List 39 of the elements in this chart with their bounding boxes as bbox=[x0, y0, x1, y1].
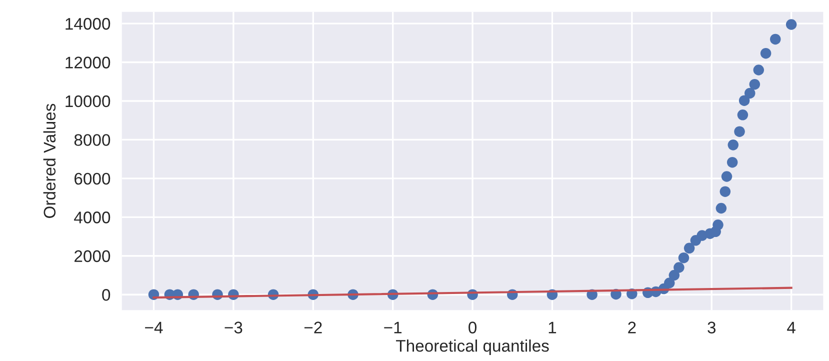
point bbox=[716, 202, 727, 214]
point bbox=[678, 252, 690, 264]
point bbox=[726, 156, 738, 168]
point bbox=[712, 220, 724, 230]
y-tick-label: 4000 bbox=[74, 212, 110, 224]
y-axis-title: Ordered Values bbox=[43, 104, 56, 218]
x-tick-label: 3 bbox=[708, 322, 716, 334]
x-tick-label: 1 bbox=[548, 322, 556, 334]
point bbox=[770, 34, 781, 45]
x-tick-label: 4 bbox=[787, 322, 796, 334]
y-tick-label: 2000 bbox=[74, 250, 110, 262]
x-tick-label: −1 bbox=[384, 322, 402, 334]
y-tick-label: 12000 bbox=[66, 56, 110, 68]
y-tick-label: 0 bbox=[102, 289, 110, 301]
point bbox=[674, 262, 684, 273]
point bbox=[760, 48, 772, 59]
point bbox=[753, 64, 764, 76]
point bbox=[728, 140, 739, 150]
point bbox=[749, 78, 760, 90]
point bbox=[734, 126, 745, 137]
point bbox=[786, 19, 797, 30]
x-tick-label: −3 bbox=[224, 322, 242, 334]
point bbox=[744, 88, 756, 99]
y-tick-label: 14000 bbox=[66, 18, 110, 30]
y-tick-label: 6000 bbox=[74, 172, 110, 185]
y-tick-label: 10000 bbox=[66, 95, 110, 108]
y-tick-label: 8000 bbox=[74, 134, 110, 146]
x-tick-label: 2 bbox=[628, 322, 636, 334]
x-tick-label: −2 bbox=[304, 322, 322, 334]
point bbox=[738, 95, 750, 106]
point bbox=[720, 186, 731, 197]
point bbox=[664, 278, 675, 288]
x-tick-label: 0 bbox=[468, 322, 477, 334]
point bbox=[668, 270, 680, 281]
point bbox=[684, 242, 695, 254]
point bbox=[721, 171, 732, 182]
x-axis-title: Theoretical quantiles bbox=[396, 340, 549, 356]
x-tick-label: −4 bbox=[145, 322, 163, 334]
point bbox=[737, 110, 748, 120]
